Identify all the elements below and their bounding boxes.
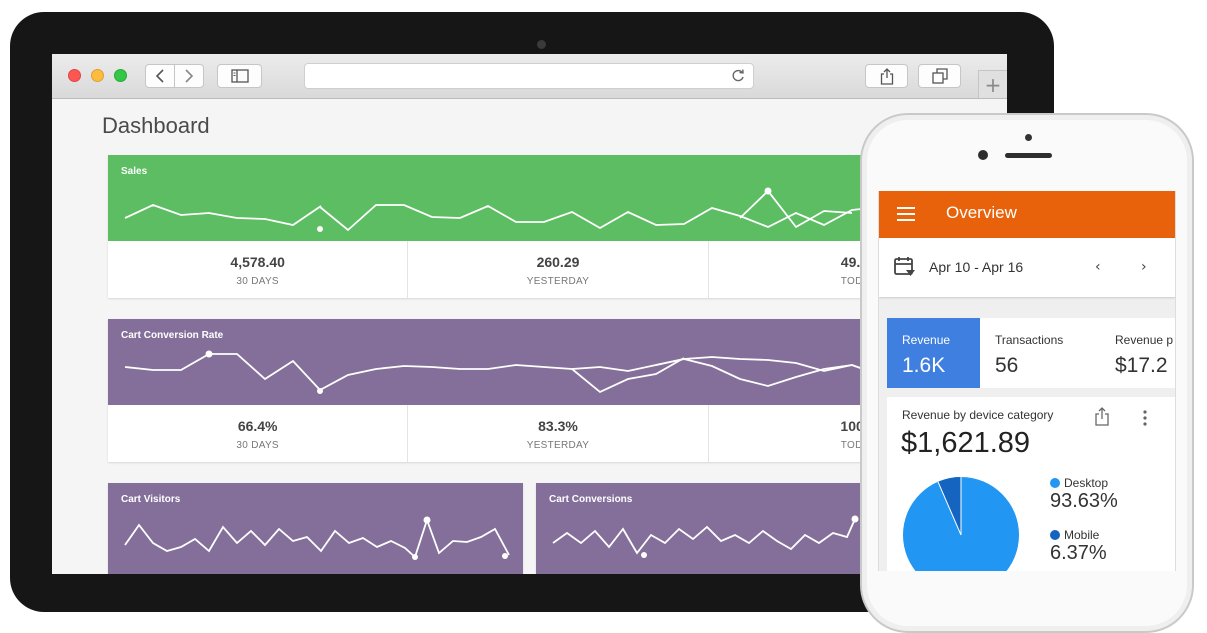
device-category-card: Revenue by device category $1,621.89 Des… [887,397,1175,571]
browser-toolbar: + [52,54,1007,99]
dashboard-page: Dashboard Sales 4,578.40 30 DAYS 260.29 [52,99,1007,574]
card-title: Cart Conversion Rate [121,330,224,341]
revenue-total: $1,621.89 [901,427,1031,459]
cart-conversions-sparkline [552,515,859,558]
stat-label: TODAY [840,276,876,287]
legend-dot-mobile [1050,530,1060,540]
sales-stats: 4,578.40 30 DAYS 260.29 YESTERDAY 49.95 … [108,241,1007,298]
tab-transactions[interactable]: Transactions 56 [980,318,1098,388]
metric-label: Revenue [902,333,951,347]
maximize-window-button[interactable] [114,69,127,82]
share-button[interactable] [865,64,908,88]
chevron-right-icon [185,69,194,83]
stat-yesterday: 260.29 YESTERDAY [408,241,709,298]
date-range-text: Apr 10 - Apr 16 [929,259,1024,275]
card-title: Sales [121,166,148,177]
stat-label: 30 DAYS [236,276,279,287]
forward-button[interactable] [174,64,204,88]
page-title: Dashboard [102,113,210,138]
calendar-icon[interactable] [894,256,916,278]
chevron-left-icon: ‹ [1095,259,1101,275]
sales-card: Sales 4,578.40 30 DAYS 260.29 YESTERDAY [108,155,1007,298]
stat-yesterday: 83.3% YESTERDAY [408,405,709,462]
legend-value-desktop: 93.63% [1050,490,1118,512]
stat-value: 66.4% [237,418,278,434]
app-title: Overview [946,203,1017,222]
chevron-right-icon: › [1141,259,1147,275]
sales-chart-header: Sales [108,155,1007,241]
tabs-icon [931,68,948,84]
tab-revenue-per-transaction[interactable]: Revenue p $17.2 [1100,318,1175,388]
cart-conversion-rate-card: Cart Conversion Rate 66.4% 30 DAYS 83.3%… [108,319,1007,462]
share-icon [880,67,893,85]
cart-visitors-card: Cart Visitors [108,483,523,574]
card-title: Revenue by device category [902,408,1054,422]
sales-sparkline [124,187,963,232]
more-vert-icon[interactable] [1142,409,1148,427]
reload-icon[interactable] [731,69,745,83]
metric-value: 1.6K [902,354,946,377]
plus-icon: + [984,72,1002,97]
previous-range-button[interactable]: ‹ [1095,259,1101,275]
stat-value: 4,578.40 [230,254,285,270]
app-bar: Overview [879,191,1175,238]
stat-label: TODAY [840,440,876,451]
cart-visitors-chart-header: Cart Visitors [108,483,523,574]
card-title: Cart Conversions [549,494,633,505]
stat-label: 30 DAYS [236,440,279,451]
legend-value-mobile: 6.37% [1050,542,1107,564]
metric-value: $17.2 [1115,354,1168,377]
legend-dot-desktop [1050,478,1060,488]
device-pie-chart [903,477,1019,571]
stat-30-days: 4,578.40 30 DAYS [108,241,409,298]
back-button[interactable] [145,64,175,88]
phone-camera [978,150,988,160]
chevron-left-icon [155,69,164,83]
tab-revenue[interactable]: Revenue 1.6K [887,318,980,388]
legend-label-mobile: Mobile [1064,528,1100,542]
sidebar-icon [230,69,249,83]
close-window-button[interactable] [68,69,81,82]
stat-value: 260.29 [536,254,580,270]
stat-value: 83.3% [538,418,578,434]
new-tab-button[interactable]: + [978,70,1007,98]
laptop-camera [537,40,546,49]
tabs-overview-button[interactable] [918,64,961,88]
phone-speaker [1005,153,1052,158]
cart-visitors-sparkline [124,516,510,560]
sidebar-toggle-button[interactable] [217,64,262,88]
stat-30-days: 66.4% 30 DAYS [108,405,409,462]
legend-label-desktop: Desktop [1064,476,1109,490]
phone-screen: Overview Apr 10 - Apr 16 ‹ › Revenue 1.6… [878,191,1176,571]
cart-conversion-rate-chart-header: Cart Conversion Rate [108,319,1007,405]
next-range-button[interactable]: › [1141,259,1147,275]
share-icon[interactable] [1094,407,1110,427]
metric-value: 56 [995,354,1019,377]
browser-window: + Dashboard Sales 4,578.40 30 DAYS [52,54,1007,574]
address-bar[interactable] [304,63,754,89]
phone-sensor [1025,134,1032,141]
menu-icon[interactable] [897,207,915,221]
date-range-bar: Apr 10 - Apr 16 ‹ › [879,238,1175,297]
metric-label: Transactions [995,333,1064,347]
stat-label: YESTERDAY [526,440,590,451]
card-title: Cart Visitors [121,494,181,505]
minimize-window-button[interactable] [91,69,104,82]
metrics-tabs: Revenue 1.6K Transactions 56 Revenue p $… [887,318,1175,388]
stat-label: YESTERDAY [526,276,590,287]
metric-label: Revenue p [1115,333,1174,347]
